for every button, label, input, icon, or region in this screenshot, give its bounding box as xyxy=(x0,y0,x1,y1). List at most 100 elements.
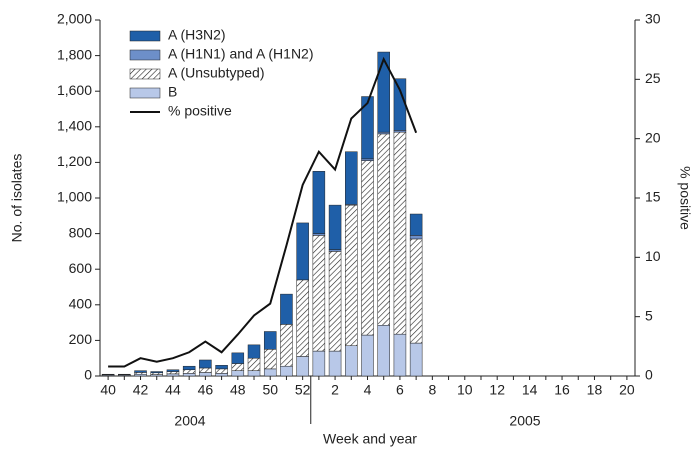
bar-segment xyxy=(361,334,374,377)
bar-segment xyxy=(377,325,390,377)
x-tick-label: 4 xyxy=(364,382,372,398)
y-axis-label: No. of isolates xyxy=(9,154,25,243)
bar-segment xyxy=(247,344,261,359)
x-tick-label: 16 xyxy=(554,382,570,398)
bar-segment xyxy=(377,131,390,135)
x-tick-label: 20 xyxy=(619,382,635,398)
y2-tick-label: 0 xyxy=(645,367,653,383)
bar-segment xyxy=(134,370,147,373)
legend-label: A (H3N2) xyxy=(168,27,226,43)
x-tick-label: 48 xyxy=(230,382,246,398)
x-tick-label: 42 xyxy=(133,382,149,398)
bar-segment xyxy=(280,293,293,325)
bar-segment xyxy=(377,133,390,326)
bar-segment xyxy=(215,368,228,374)
bar-segment xyxy=(328,249,342,252)
bar-segment xyxy=(263,331,277,350)
bar-segment xyxy=(393,130,407,133)
bar-segment xyxy=(409,342,423,377)
bar-segment xyxy=(328,251,342,352)
y-tick-label: 1,000 xyxy=(57,189,92,205)
legend-label: A (Unsubtyped) xyxy=(168,65,265,81)
bar-segment xyxy=(328,350,342,377)
y-tick-label: 400 xyxy=(69,296,93,312)
bar-segment xyxy=(182,369,196,374)
bar-segment xyxy=(134,373,147,377)
bar-segment xyxy=(166,373,180,377)
bar-segment xyxy=(345,204,358,346)
bar-segment xyxy=(231,363,245,371)
bar-segment xyxy=(377,51,390,133)
legend-swatch xyxy=(129,68,161,80)
x-tick-label: 2 xyxy=(331,382,339,398)
bar-segment xyxy=(231,370,245,377)
bar-segment xyxy=(199,359,212,369)
bar-segment xyxy=(199,367,212,373)
bar-segment xyxy=(150,371,163,374)
y-tick-label: 800 xyxy=(69,224,93,240)
bar-segment xyxy=(296,356,309,377)
x-tick-label: 18 xyxy=(587,382,603,398)
bar-segment xyxy=(199,372,212,377)
bar-segment xyxy=(345,345,358,377)
legend-label: A (H1N1) and A (H1N2) xyxy=(168,46,314,62)
bar-segment xyxy=(296,279,309,357)
bar-segment xyxy=(134,372,147,375)
bar-segment xyxy=(231,352,245,364)
bar-segment xyxy=(409,238,423,344)
y-tick-label: 2,000 xyxy=(57,11,92,27)
y2-tick-label: 15 xyxy=(645,189,661,205)
y-tick-label: 0 xyxy=(84,367,92,383)
y-tick-label: 200 xyxy=(69,331,93,347)
bar-segment xyxy=(312,350,326,377)
bar-segment xyxy=(280,324,293,367)
legend-label: % positive xyxy=(168,103,232,119)
y2-axis-label: % positive xyxy=(677,166,693,230)
legend-swatch xyxy=(129,87,161,99)
x-tick-label: 6 xyxy=(396,382,404,398)
x-tick-label: 44 xyxy=(165,382,181,398)
bar-segment xyxy=(247,370,261,377)
legend-swatch xyxy=(129,30,161,42)
bar-segment xyxy=(182,373,196,377)
bar-segment xyxy=(312,235,326,352)
y2-tick-label: 30 xyxy=(645,11,661,27)
y2-tick-label: 20 xyxy=(645,129,661,145)
x-tick-label: 10 xyxy=(457,382,473,398)
year-label: 2004 xyxy=(174,413,205,429)
y-tick-label: 1,200 xyxy=(57,153,92,169)
x-tick-label: 8 xyxy=(428,382,436,398)
x-tick-label: 12 xyxy=(489,382,505,398)
x-tick-label: 14 xyxy=(522,382,538,398)
y-tick-label: 1,600 xyxy=(57,82,92,98)
bar-segment xyxy=(312,171,326,234)
bar-segment xyxy=(150,372,163,375)
bar-segment xyxy=(409,235,423,240)
legend-swatch xyxy=(129,49,161,61)
x-tick-label: 52 xyxy=(295,382,311,398)
bar-segment xyxy=(247,357,261,371)
bar-segment xyxy=(280,365,293,377)
bar-segment xyxy=(215,365,228,370)
bar-segment xyxy=(361,160,374,336)
y2-tick-label: 5 xyxy=(645,307,653,323)
legend-label: B xyxy=(168,84,177,100)
bar-segment xyxy=(393,131,407,335)
x-tick-label: 46 xyxy=(198,382,214,398)
bar-segment xyxy=(393,78,407,131)
bar-segment xyxy=(263,349,277,370)
bar-segment xyxy=(361,96,374,160)
bar-segment xyxy=(296,222,309,281)
bar-segment xyxy=(263,368,277,377)
x-tick-label: 40 xyxy=(100,382,116,398)
bar-segment xyxy=(215,373,228,377)
bar-segment xyxy=(361,158,374,161)
y2-tick-label: 25 xyxy=(645,70,661,86)
year-label: 2005 xyxy=(509,413,540,429)
bar-segment xyxy=(328,204,342,250)
bar-segment xyxy=(393,333,407,377)
x-tick-label: 50 xyxy=(262,382,278,398)
bar-segment xyxy=(345,151,358,205)
y2-tick-label: 10 xyxy=(645,248,661,264)
